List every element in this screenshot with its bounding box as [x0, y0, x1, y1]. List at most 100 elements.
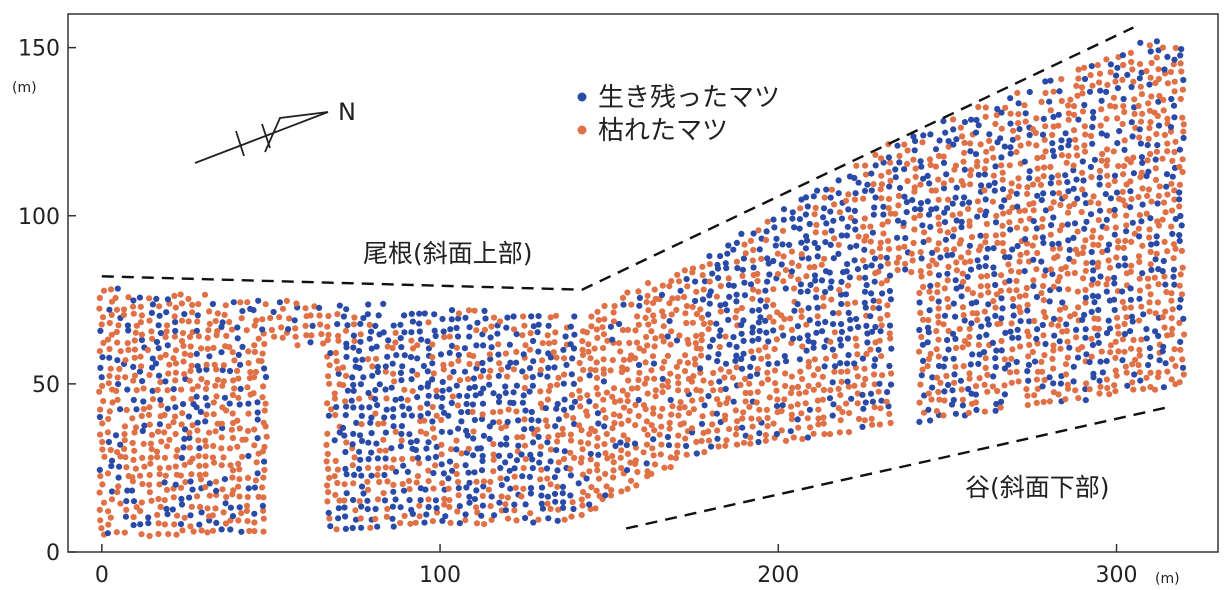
dead-pine-point — [108, 311, 115, 318]
survived-pine-point — [953, 285, 960, 292]
survived-pine-point — [356, 432, 364, 439]
dead-pine-point — [953, 259, 960, 266]
dead-pine-point — [140, 385, 147, 392]
dead-pine-point — [933, 408, 941, 415]
survived-pine-point — [360, 315, 367, 322]
survived-pine-point — [991, 179, 998, 186]
survived-pine-point — [888, 345, 895, 352]
dead-pine-point — [600, 331, 608, 338]
dead-pine-point — [146, 317, 153, 324]
survived-pine-point — [749, 307, 756, 314]
survived-pine-point — [838, 300, 845, 308]
survived-pine-point — [725, 282, 733, 289]
dead-pine-point — [446, 497, 453, 504]
survived-pine-point — [750, 230, 757, 237]
survived-pine-point — [424, 400, 431, 407]
dead-pine-point — [982, 239, 989, 246]
dead-pine-point — [125, 294, 132, 301]
dead-pine-point — [473, 504, 480, 511]
dead-pine-point — [187, 343, 194, 350]
survived-pine-point — [1163, 183, 1170, 190]
dead-pine-point — [465, 307, 473, 314]
survived-pine-point — [1082, 294, 1089, 301]
survived-pine-point — [1153, 240, 1160, 247]
dead-pine-point — [860, 195, 867, 202]
dead-pine-point — [490, 451, 497, 458]
dead-pine-point — [754, 365, 761, 373]
survived-pine-point — [333, 404, 340, 411]
dead-pine-point — [324, 323, 331, 330]
survived-pine-point — [149, 301, 156, 308]
dead-pine-point — [172, 347, 180, 354]
survived-pine-point — [196, 521, 203, 528]
survived-pine-point — [969, 351, 976, 358]
survived-pine-point — [586, 501, 593, 508]
survived-pine-point — [958, 293, 965, 300]
survived-pine-point — [811, 272, 819, 279]
survived-pine-point — [486, 381, 493, 388]
dead-pine-point — [935, 313, 942, 320]
survived-pine-point — [864, 339, 871, 346]
survived-pine-point — [181, 435, 188, 442]
dead-pine-point — [106, 345, 113, 353]
survived-pine-point — [822, 288, 829, 296]
survived-pine-point — [373, 440, 380, 447]
dead-pine-point — [610, 467, 617, 474]
survived-pine-point — [929, 374, 936, 381]
dead-pine-point — [981, 381, 988, 388]
dead-pine-point — [969, 290, 977, 297]
survived-pine-point — [756, 246, 763, 253]
survived-pine-point — [1065, 142, 1072, 149]
dead-pine-point — [107, 365, 114, 372]
dead-pine-point — [599, 324, 606, 331]
dead-pine-point — [154, 386, 161, 394]
survived-pine-point — [1123, 228, 1130, 235]
dead-pine-point — [145, 411, 153, 418]
dead-pine-point — [877, 405, 884, 412]
dead-pine-point — [339, 364, 347, 371]
dead-pine-point — [1065, 110, 1072, 117]
dead-pine-point — [154, 511, 161, 518]
survived-pine-point — [871, 204, 878, 211]
dead-pine-point — [650, 410, 657, 417]
dead-pine-point — [733, 364, 740, 371]
survived-pine-point — [1049, 241, 1056, 248]
dead-pine-point — [609, 357, 616, 364]
dead-pine-point — [1138, 336, 1145, 343]
dead-pine-point — [697, 369, 704, 376]
dead-pine-point — [235, 394, 242, 401]
dead-pine-point — [473, 478, 480, 485]
survived-pine-point — [1148, 241, 1155, 248]
dead-pine-point — [350, 321, 358, 328]
survived-pine-point — [859, 423, 866, 430]
survived-pine-point — [1010, 312, 1017, 319]
dead-pine-point — [607, 367, 614, 374]
survived-pine-point — [902, 266, 909, 273]
dead-pine-point — [722, 442, 729, 449]
survived-pine-point — [1062, 172, 1069, 179]
survived-pine-point — [766, 271, 773, 278]
dead-pine-point — [98, 525, 105, 532]
dead-pine-point — [976, 375, 983, 382]
survived-pine-point — [827, 208, 834, 215]
survived-pine-point — [374, 402, 381, 409]
dead-pine-point — [668, 311, 675, 318]
dead-pine-point — [1058, 222, 1066, 229]
dead-pine-point — [999, 222, 1006, 229]
dead-pine-point — [258, 358, 265, 365]
survived-pine-point — [925, 211, 933, 218]
dead-pine-point — [464, 376, 472, 383]
survived-pine-point — [226, 400, 233, 407]
survived-pine-point — [567, 341, 574, 348]
survived-pine-point — [730, 398, 737, 405]
dead-pine-point — [1155, 281, 1162, 288]
dead-pine-point — [229, 349, 236, 356]
dead-pine-point — [862, 162, 869, 169]
dead-pine-point — [680, 420, 687, 427]
dead-pine-point — [1088, 281, 1095, 288]
survived-pine-point — [919, 341, 927, 348]
dead-pine-point — [195, 301, 202, 308]
survived-pine-point — [1103, 330, 1111, 337]
survived-pine-point — [186, 494, 193, 501]
survived-pine-point — [871, 362, 878, 370]
